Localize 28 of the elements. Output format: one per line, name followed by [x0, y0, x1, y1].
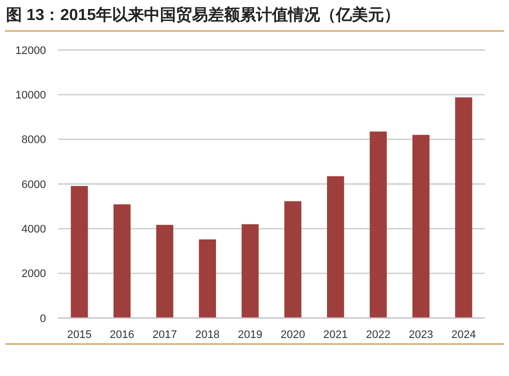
bar — [114, 204, 131, 318]
y-tick-label: 12000 — [15, 44, 46, 57]
y-tick-label: 6000 — [22, 178, 46, 191]
bar — [370, 132, 387, 318]
y-tick-label: 2000 — [22, 268, 46, 280]
x-tick-label: 2024 — [451, 329, 476, 341]
x-tick-label: 2021 — [323, 329, 348, 341]
x-tick-label: 2019 — [238, 329, 262, 341]
bar — [412, 134, 430, 318]
y-tick-label: 4000 — [22, 224, 46, 236]
x-tick-label: 2018 — [195, 329, 220, 341]
y-tick-label: 10000 — [15, 90, 46, 102]
bar — [284, 201, 302, 318]
x-tick-label: 2022 — [366, 329, 390, 341]
chart-title: 图 13：2015年以来中国贸易差额累计值情况（亿美元） — [6, 5, 400, 24]
x-tick-label: 2017 — [152, 329, 177, 341]
x-tick-label: 2015 — [67, 329, 92, 341]
y-tick-label: 0 — [40, 312, 46, 325]
x-tick-label: 2020 — [280, 329, 306, 341]
bar — [455, 97, 472, 318]
bar — [156, 224, 174, 318]
bar — [327, 176, 344, 318]
x-tick-label: 2016 — [110, 329, 134, 341]
x-tick-label: 2023 — [408, 329, 434, 341]
bar — [242, 224, 259, 318]
bar — [70, 186, 88, 318]
bar — [198, 239, 216, 318]
y-tick-label: 8000 — [22, 134, 46, 146]
